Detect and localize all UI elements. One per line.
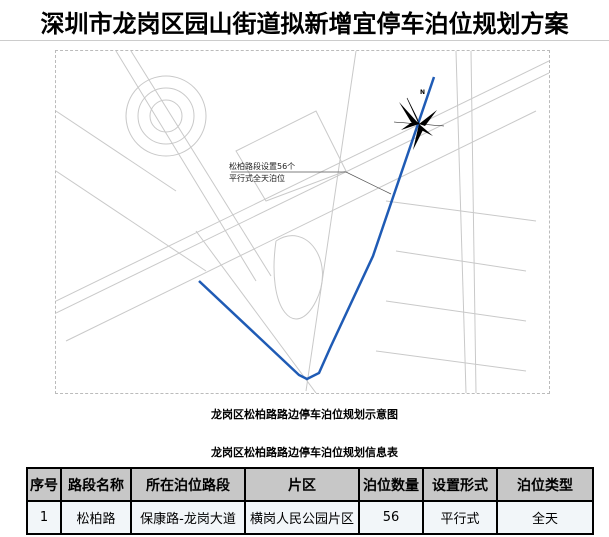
column-header: 设置形式 — [422, 467, 498, 502]
annotation-line: 平行式全天泊位 — [229, 174, 285, 183]
table-cell: 全天 — [496, 500, 594, 535]
map-caption: 龙岗区松柏路路边停车泊位规划示意图 — [211, 408, 398, 421]
north-label: N — [420, 89, 425, 96]
table-header-row: 序号 路段名称 所在泊位路段 片区 泊位数量 设置形式 泊位类型 — [26, 467, 594, 502]
songbai-road-route — [198, 76, 436, 381]
table-cell: 1 — [26, 500, 62, 535]
table-cell: 横岗人民公园片区 — [244, 500, 360, 535]
map-figure: N 松柏路段设置56个 平行式全天泊位 — [55, 50, 550, 394]
column-header: 泊位类型 — [496, 467, 594, 502]
table-cell: 56 — [358, 500, 424, 535]
divider — [0, 40, 609, 41]
table-cell: 平行式 — [422, 500, 498, 535]
table-cell: 保康路-龙岗大道 — [130, 500, 246, 535]
column-header: 所在泊位路段 — [130, 467, 246, 502]
page-title: 深圳市龙岗区园山街道拟新增宜停车泊位规划方案 — [40, 10, 569, 38]
map-drawing: N — [56, 51, 549, 393]
compass-rose-icon — [393, 97, 445, 150]
table-cell: 松柏路 — [60, 500, 132, 535]
annotation-line: 松柏路段设置56个 — [229, 162, 296, 171]
column-header: 序号 — [26, 467, 62, 502]
annotation-leader — [231, 171, 392, 195]
parking-info-table: 序号 路段名称 所在泊位路段 片区 泊位数量 设置形式 泊位类型 1 松柏路 保… — [26, 467, 594, 535]
column-header: 泊位数量 — [358, 467, 424, 502]
column-header: 路段名称 — [60, 467, 132, 502]
column-header: 片区 — [244, 467, 360, 502]
table-caption: 龙岗区松柏路路边停车泊位规划信息表 — [211, 446, 398, 459]
table-row: 1 松柏路 保康路-龙岗大道 横岗人民公园片区 56 平行式 全天 — [26, 500, 594, 535]
map-annotation: 松柏路段设置56个 平行式全天泊位 — [229, 161, 295, 185]
